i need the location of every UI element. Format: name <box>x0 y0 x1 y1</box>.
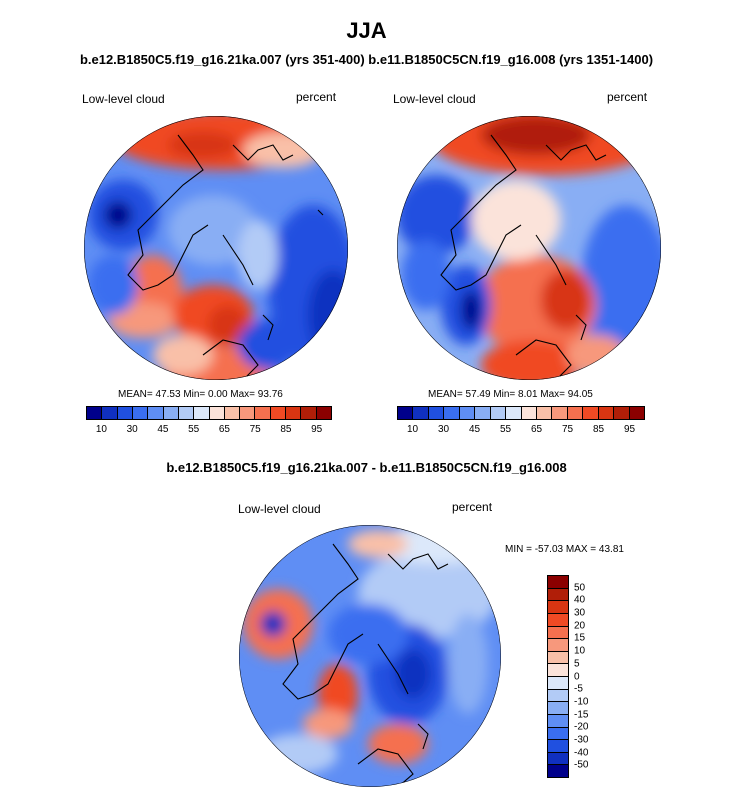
colorbar-tick-label: 40 <box>574 594 586 606</box>
colorbar-swatch <box>521 407 537 419</box>
colorbar-swatch <box>194 407 210 419</box>
colorbar-swatch <box>629 407 644 419</box>
colorbar-tick-label: 30 <box>126 424 138 435</box>
colorbar-tick-label: -10 <box>574 696 589 708</box>
panel3-stats: MIN = -57.03 MAX = 43.81 <box>505 544 624 555</box>
colorbar-swatch <box>583 407 599 419</box>
colorbar-swatch <box>163 407 179 419</box>
colorbar-swatch <box>270 407 287 419</box>
colorbar-swatch <box>102 407 118 419</box>
colorbar-swatch <box>506 407 522 419</box>
colorbar-swatch <box>286 407 302 419</box>
colorbar-swatch <box>240 407 256 419</box>
colorbar-tick-label: 85 <box>280 424 292 435</box>
colorbar-swatch <box>316 407 331 419</box>
panel1-polar-map <box>84 116 348 380</box>
colorbar-tick-label: 85 <box>592 424 605 435</box>
colorbar-swatch <box>548 740 568 753</box>
colorbar-swatch <box>209 407 225 419</box>
colorbar-tick-label: 65 <box>530 424 543 435</box>
colorbar-tick-label: 65 <box>218 424 230 435</box>
colorbar-tick-label: 95 <box>311 424 323 435</box>
difference-colorbar <box>547 575 569 778</box>
colorbar-swatch <box>548 677 568 690</box>
colorbar-swatch <box>548 588 568 602</box>
colorbar-swatch <box>444 407 460 419</box>
panel2-stats: MEAN= 57.49 Min= 8.01 Max= 94.05 <box>428 389 593 400</box>
colorbar-swatch <box>552 407 568 419</box>
panel2-colorbar <box>397 406 645 420</box>
colorbar-tick-label: 15 <box>574 632 586 644</box>
panel3-polar-map <box>239 525 501 787</box>
colorbar-tick-label: 30 <box>574 607 586 619</box>
colorbar-tick-label: 95 <box>623 424 636 435</box>
colorbar-tick-label: 10 <box>95 424 107 435</box>
colorbar-tick-label: 45 <box>157 424 169 435</box>
colorbar-swatch <box>548 689 568 703</box>
colorbar-swatch <box>301 407 317 419</box>
panel2-polar-map <box>397 116 661 380</box>
colorbar-tick-label: 50 <box>574 582 586 594</box>
colorbar-swatch <box>598 407 615 419</box>
colorbar-tick-label: 55 <box>499 424 512 435</box>
colorbar-swatch <box>548 702 568 715</box>
colorbar-tick-label: 5 <box>574 658 580 670</box>
colorbar-tick-label: 30 <box>437 424 450 435</box>
panel2-variable-label: Low-level cloud <box>393 92 476 106</box>
colorbar-swatch <box>87 407 103 419</box>
colorbar-swatch <box>548 639 568 652</box>
panel1-colorbar <box>86 406 332 420</box>
colorbar-tick-label: 20 <box>574 620 586 632</box>
colorbar-swatch <box>548 765 568 777</box>
colorbar-tick-label: 10 <box>406 424 419 435</box>
colorbar-tick-label: 75 <box>561 424 574 435</box>
colorbar-swatch <box>490 407 507 419</box>
colorbar-swatch <box>413 407 429 419</box>
colorbar-swatch <box>548 601 568 614</box>
panel1-stats: MEAN= 47.53 Min= 0.00 Max= 93.76 <box>118 389 283 400</box>
colorbar-swatch <box>548 613 568 627</box>
colorbar-swatch <box>548 651 568 665</box>
colorbar-swatch <box>475 407 491 419</box>
colorbar-tick-label: -20 <box>574 721 589 733</box>
colorbar-swatch <box>428 407 445 419</box>
colorbar-swatch <box>148 407 164 419</box>
colorbar-swatch <box>132 407 149 419</box>
colorbar-swatch <box>548 576 568 589</box>
panel3-variable-label: Low-level cloud <box>238 502 321 516</box>
figure-title: JJA <box>346 18 387 43</box>
panel1-variable-label: Low-level cloud <box>82 92 165 106</box>
figure-subtitle: b.e12.B1850C5.f19_g16.21ka.007 (yrs 351-… <box>79 52 654 67</box>
colorbar-swatch <box>548 664 568 677</box>
colorbar-tick-label: 45 <box>468 424 481 435</box>
colorbar-tick-label: -30 <box>574 734 589 746</box>
colorbar-swatch <box>224 407 241 419</box>
colorbar-tick-label: 0 <box>574 671 580 682</box>
colorbar-swatch <box>459 407 476 419</box>
colorbar-swatch <box>255 407 271 419</box>
panel2-units-label: percent <box>607 90 648 104</box>
colorbar-tick-label: 10 <box>574 645 586 657</box>
colorbar-swatch <box>178 407 195 419</box>
colorbar-swatch <box>398 407 414 419</box>
colorbar-swatch <box>117 407 133 419</box>
colorbar-tick-label: -50 <box>574 759 589 771</box>
colorbar-swatch <box>536 407 553 419</box>
panel1-units-label: percent <box>296 90 337 104</box>
difference-colorbar-ticks: 50 40 30 20 15 10 5 0 -5 -10 -15 -20 -30 -40 -50 <box>574 575 614 778</box>
colorbar-tick-label: -40 <box>574 747 589 759</box>
colorbar-tick-label: -15 <box>574 709 589 721</box>
colorbar-swatch <box>548 626 568 640</box>
colorbar-swatch <box>548 727 568 741</box>
difference-title: b.e12.B1850C5.f19_g16.21ka.007 - b.e11.B… <box>166 460 567 475</box>
colorbar-tick-label: 55 <box>188 424 200 435</box>
colorbar-swatch <box>548 752 568 766</box>
colorbar-tick-label: -5 <box>574 683 583 695</box>
colorbar-swatch <box>567 407 584 419</box>
panel3-units-label: percent <box>452 500 493 514</box>
colorbar-tick-label: 75 <box>249 424 261 435</box>
colorbar-swatch <box>548 714 568 728</box>
colorbar-swatch <box>614 407 630 419</box>
